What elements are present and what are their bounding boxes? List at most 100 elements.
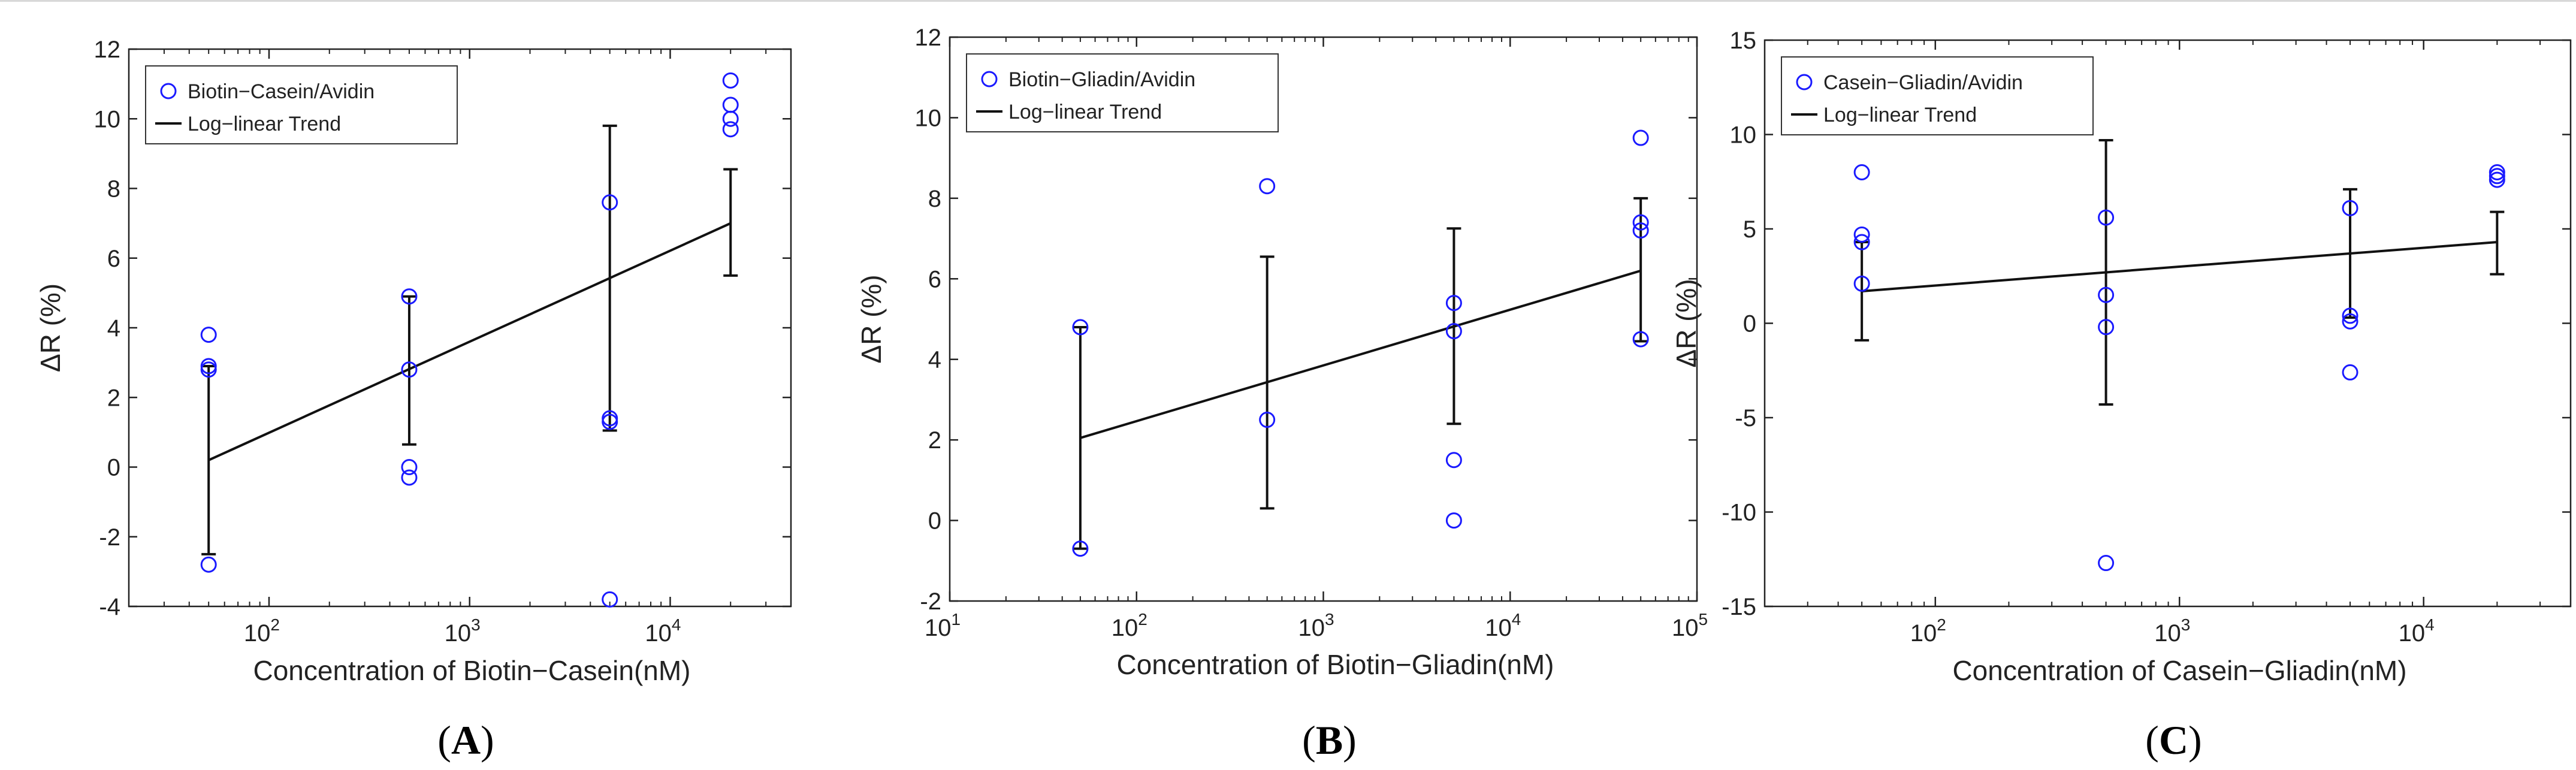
x-tick-label: 103 bbox=[1298, 610, 1334, 641]
y-tick-label: 2 bbox=[928, 427, 941, 454]
legend-line-label: Log−linear Trend bbox=[188, 113, 341, 135]
x-tick-base: 10 bbox=[2399, 620, 2426, 647]
panel-label: (C) bbox=[2145, 717, 2201, 763]
error-bar bbox=[723, 168, 738, 277]
x-tick-base: 10 bbox=[445, 620, 472, 647]
top-border bbox=[0, 0, 2576, 2]
error-bar bbox=[401, 295, 416, 446]
data-point bbox=[1632, 222, 1649, 239]
data-point bbox=[722, 96, 739, 113]
x-tick-label: 104 bbox=[1485, 610, 1521, 641]
data-point bbox=[1445, 512, 1462, 529]
legend-box bbox=[1781, 56, 2094, 135]
legend-marker bbox=[1796, 74, 1813, 90]
data-point bbox=[602, 194, 618, 211]
x-tick-base: 10 bbox=[1112, 615, 1138, 641]
x-tick-exponent: 3 bbox=[1325, 610, 1334, 629]
y-tick-label: -15 bbox=[1722, 594, 1756, 620]
panel-label: (B) bbox=[1302, 717, 1357, 763]
data-point bbox=[200, 361, 217, 378]
legend-box bbox=[145, 65, 458, 144]
panel-label-letter: A bbox=[451, 717, 481, 763]
data-point bbox=[1853, 234, 1870, 250]
x-tick-exponent: 2 bbox=[1138, 610, 1147, 629]
data-point bbox=[602, 591, 618, 608]
legend-scatter-label: Casein−Gliadin/Avidin bbox=[1823, 71, 2023, 94]
x-tick-exponent: 4 bbox=[2425, 615, 2435, 634]
trend-line bbox=[1861, 241, 2498, 292]
y-tick-label: 5 bbox=[1743, 216, 1756, 243]
x-tick-exponent: 2 bbox=[270, 615, 280, 634]
x-tick-base: 10 bbox=[1485, 615, 1512, 641]
y-axis-label: ΔR (%) bbox=[1671, 279, 1702, 367]
data-point bbox=[401, 288, 418, 305]
y-tick-label: 4 bbox=[928, 347, 941, 373]
legend-line-label: Log−linear Trend bbox=[1823, 104, 1977, 126]
y-tick-label: -2 bbox=[920, 588, 941, 615]
legend-box bbox=[966, 53, 1279, 132]
x-tick-label: 104 bbox=[2399, 615, 2435, 647]
x-tick-base: 10 bbox=[645, 620, 672, 647]
x-tick-label: 102 bbox=[1112, 610, 1147, 641]
data-point bbox=[1632, 129, 1649, 146]
y-tick-label: 15 bbox=[1730, 28, 1757, 54]
panel-label: (A) bbox=[437, 717, 494, 763]
panel-label-letter: B bbox=[1316, 717, 1343, 763]
x-tick-exponent: 1 bbox=[951, 610, 961, 629]
y-tick-label: 0 bbox=[928, 508, 941, 535]
y-tick-label: 10 bbox=[915, 105, 942, 131]
y-tick-label: 6 bbox=[928, 266, 941, 292]
x-tick-exponent: 2 bbox=[1937, 615, 1946, 634]
data-point bbox=[2489, 171, 2505, 188]
legend: Casein−Gliadin/Avidin Log−linear Trend bbox=[1781, 56, 2094, 135]
panel-label-open: ( bbox=[2145, 717, 2159, 763]
x-tick-label: 102 bbox=[1910, 615, 1946, 647]
x-tick-label: 101 bbox=[925, 610, 961, 641]
x-tick-exponent: 5 bbox=[1698, 610, 1708, 629]
data-point bbox=[1632, 331, 1649, 348]
data-point bbox=[2489, 168, 2505, 185]
y-tick-label: 12 bbox=[915, 25, 942, 51]
data-point bbox=[200, 327, 217, 343]
x-tick-base: 10 bbox=[2154, 620, 2181, 647]
x-axis-label: Concentration of Biotin−Casein(nM) bbox=[253, 655, 691, 686]
data-point bbox=[200, 556, 217, 573]
data-point bbox=[1853, 275, 1870, 292]
y-tick-label: -10 bbox=[1722, 500, 1756, 526]
legend: Biotin−Casein/Avidin Log−linear Trend bbox=[145, 65, 458, 144]
y-tick-label: -5 bbox=[1735, 405, 1756, 431]
x-tick-base: 10 bbox=[1672, 615, 1699, 641]
data-point bbox=[2098, 286, 2115, 303]
x-tick-base: 10 bbox=[244, 620, 271, 647]
panel-label-open: ( bbox=[1302, 717, 1316, 763]
x-axis-label: Concentration of Biotin−Gliadin(nM) bbox=[1117, 649, 1554, 680]
data-point bbox=[2342, 313, 2358, 330]
panel-label-letter: C bbox=[2159, 717, 2188, 763]
y-tick-label: 6 bbox=[107, 246, 120, 272]
x-tick-base: 10 bbox=[925, 615, 952, 641]
data-point bbox=[401, 459, 418, 475]
y-tick-label: 10 bbox=[94, 106, 121, 132]
y-axis-label: ΔR (%) bbox=[856, 274, 887, 363]
data-point bbox=[2098, 319, 2115, 336]
x-axis-label: Concentration of Casein−Gliadin(nM) bbox=[1952, 655, 2406, 686]
x-tick-label: 103 bbox=[445, 615, 481, 647]
y-tick-label: 0 bbox=[1743, 311, 1756, 337]
trend-line bbox=[1080, 269, 1641, 439]
panel-label-open: ( bbox=[437, 717, 451, 763]
data-point bbox=[2342, 200, 2358, 216]
data-point bbox=[1072, 540, 1089, 557]
x-tick-exponent: 4 bbox=[672, 615, 681, 634]
y-tick-label: 2 bbox=[107, 385, 120, 411]
y-tick-label: 12 bbox=[94, 37, 121, 63]
data-point bbox=[1445, 295, 1462, 312]
data-point bbox=[2489, 164, 2505, 180]
y-tick-label: 0 bbox=[107, 455, 120, 481]
data-point bbox=[2342, 364, 2358, 381]
trend-line bbox=[208, 222, 732, 461]
data-point bbox=[1072, 319, 1089, 336]
legend: Biotin−Gliadin/Avidin Log−linear Trend bbox=[966, 53, 1279, 132]
data-point bbox=[722, 121, 739, 138]
